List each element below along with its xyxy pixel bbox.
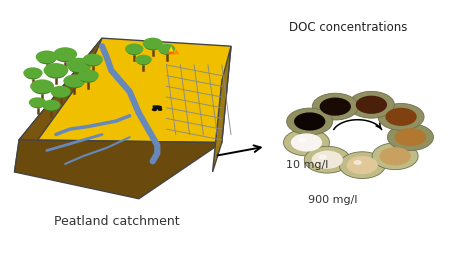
Circle shape bbox=[30, 100, 45, 108]
Polygon shape bbox=[167, 48, 175, 54]
Circle shape bbox=[144, 40, 161, 50]
Polygon shape bbox=[14, 38, 102, 172]
Circle shape bbox=[320, 97, 351, 116]
Circle shape bbox=[378, 104, 424, 130]
Circle shape bbox=[318, 155, 327, 160]
Circle shape bbox=[291, 133, 322, 151]
Text: Peatland catchment: Peatland catchment bbox=[54, 215, 179, 228]
Circle shape bbox=[29, 97, 46, 108]
Polygon shape bbox=[169, 46, 173, 52]
Circle shape bbox=[286, 108, 333, 135]
Circle shape bbox=[304, 146, 350, 173]
Text: 10 mg/l: 10 mg/l bbox=[286, 160, 328, 170]
Circle shape bbox=[50, 86, 71, 98]
Circle shape bbox=[356, 96, 387, 114]
Circle shape bbox=[55, 50, 75, 62]
Circle shape bbox=[36, 51, 58, 63]
Circle shape bbox=[143, 38, 163, 49]
Circle shape bbox=[348, 91, 395, 118]
Circle shape bbox=[152, 108, 157, 111]
Polygon shape bbox=[14, 140, 222, 199]
Circle shape bbox=[353, 160, 362, 165]
Circle shape bbox=[45, 66, 67, 79]
Circle shape bbox=[158, 108, 162, 111]
Circle shape bbox=[43, 63, 68, 77]
Circle shape bbox=[294, 112, 325, 130]
Circle shape bbox=[84, 56, 102, 66]
Circle shape bbox=[53, 47, 77, 61]
Circle shape bbox=[78, 69, 99, 82]
Circle shape bbox=[136, 57, 151, 65]
Circle shape bbox=[159, 46, 174, 55]
Circle shape bbox=[284, 129, 329, 156]
Circle shape bbox=[372, 143, 418, 170]
Circle shape bbox=[42, 100, 61, 110]
Circle shape bbox=[135, 55, 152, 64]
Circle shape bbox=[67, 58, 91, 72]
Circle shape bbox=[312, 93, 359, 120]
Circle shape bbox=[37, 53, 56, 64]
Circle shape bbox=[68, 61, 90, 73]
Circle shape bbox=[346, 156, 378, 174]
Circle shape bbox=[379, 147, 411, 165]
Circle shape bbox=[52, 89, 69, 98]
Polygon shape bbox=[213, 46, 231, 172]
Circle shape bbox=[32, 83, 52, 94]
Circle shape bbox=[79, 72, 97, 83]
Polygon shape bbox=[153, 105, 162, 109]
Text: DOC concentrations: DOC concentrations bbox=[289, 21, 407, 34]
Circle shape bbox=[127, 46, 142, 55]
Circle shape bbox=[298, 137, 306, 142]
Circle shape bbox=[395, 128, 426, 146]
Circle shape bbox=[24, 70, 41, 79]
Circle shape bbox=[30, 79, 54, 93]
Circle shape bbox=[65, 77, 84, 88]
Polygon shape bbox=[19, 38, 231, 143]
Circle shape bbox=[388, 124, 433, 151]
Circle shape bbox=[23, 67, 43, 79]
Polygon shape bbox=[173, 49, 179, 54]
Circle shape bbox=[158, 44, 175, 54]
Circle shape bbox=[43, 102, 59, 111]
Circle shape bbox=[339, 152, 385, 179]
Circle shape bbox=[83, 54, 103, 65]
Circle shape bbox=[312, 151, 343, 169]
Circle shape bbox=[125, 44, 144, 54]
Circle shape bbox=[63, 75, 85, 87]
Text: 900 mg/l: 900 mg/l bbox=[308, 195, 358, 205]
Circle shape bbox=[385, 108, 417, 126]
